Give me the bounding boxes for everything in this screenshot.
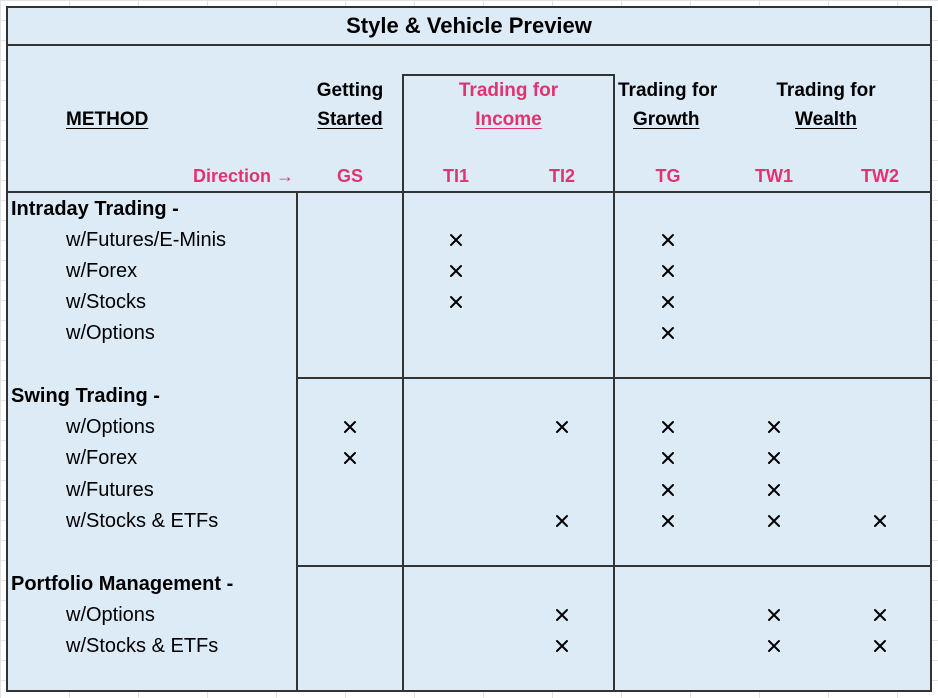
section-intraday-trading: Intraday Trading - bbox=[11, 198, 179, 220]
section-divider-2 bbox=[296, 565, 932, 567]
column-tw2: TW2 bbox=[861, 166, 899, 186]
x-mark-icon bbox=[446, 230, 466, 250]
row-label: w/Stocks & ETFs bbox=[66, 510, 219, 532]
income-group-left-border bbox=[402, 74, 404, 692]
row-label: w/Options bbox=[66, 416, 155, 438]
header-trading-growth: Trading for Growth bbox=[614, 76, 724, 134]
row-label: w/Futures bbox=[66, 479, 154, 501]
method-column-border bbox=[296, 191, 298, 692]
x-mark-icon bbox=[552, 511, 572, 531]
x-mark-icon bbox=[552, 417, 572, 437]
page-title: Style & Vehicle Preview bbox=[6, 6, 932, 46]
x-mark-icon bbox=[870, 605, 890, 625]
income-group-top-border bbox=[402, 74, 615, 76]
x-mark-icon bbox=[340, 417, 360, 437]
x-mark-icon bbox=[658, 230, 678, 250]
section-swing-trading: Swing Trading - bbox=[11, 385, 160, 407]
header-line-2: Growth bbox=[633, 109, 700, 130]
x-mark-icon bbox=[552, 636, 572, 656]
column-tg: TG bbox=[655, 166, 681, 186]
method-label: METHOD bbox=[66, 109, 149, 130]
row-label: w/Forex bbox=[66, 260, 138, 282]
column-tw1: TW1 bbox=[755, 166, 793, 186]
section-divider-1 bbox=[296, 377, 932, 379]
x-mark-icon bbox=[658, 448, 678, 468]
row-label: w/Stocks bbox=[66, 291, 147, 313]
header-trading-wealth: Trading for Wealth bbox=[720, 76, 932, 134]
x-mark-icon bbox=[764, 480, 784, 500]
x-mark-icon bbox=[340, 448, 360, 468]
header-line-1: Trading for bbox=[458, 80, 559, 101]
x-mark-icon bbox=[658, 480, 678, 500]
x-mark-icon bbox=[446, 261, 466, 281]
header-line-2: Started bbox=[317, 109, 383, 130]
x-mark-icon bbox=[552, 605, 572, 625]
row-label: w/Options bbox=[66, 604, 155, 626]
x-mark-icon bbox=[764, 448, 784, 468]
x-mark-icon bbox=[658, 292, 678, 312]
direction-label: Direction → bbox=[192, 166, 294, 186]
header-getting-started: Getting Started bbox=[297, 76, 403, 134]
column-gs: GS bbox=[336, 166, 363, 186]
income-group-right-border bbox=[613, 74, 615, 692]
x-mark-icon bbox=[764, 636, 784, 656]
x-mark-icon bbox=[870, 511, 890, 531]
column-ti1: TI1 bbox=[442, 166, 469, 186]
preview-table bbox=[6, 6, 932, 692]
x-mark-icon bbox=[658, 323, 678, 343]
section-portfolio-management: Portfolio Management - bbox=[11, 573, 234, 595]
header-trading-income: Trading for Income bbox=[403, 76, 614, 134]
column-ti2: TI2 bbox=[548, 166, 575, 186]
header-line-1: Trading for bbox=[776, 80, 876, 101]
method-header: METHOD bbox=[66, 105, 148, 134]
x-mark-icon bbox=[446, 292, 466, 312]
header-line-2: Wealth bbox=[795, 109, 857, 130]
x-mark-icon bbox=[658, 261, 678, 281]
row-label: w/Forex bbox=[66, 447, 138, 469]
row-label: w/Options bbox=[66, 322, 155, 344]
header-line-2: Income bbox=[475, 109, 542, 130]
x-mark-icon bbox=[658, 511, 678, 531]
header-bottom-border bbox=[6, 191, 932, 193]
header-line-1: Trading for bbox=[618, 80, 718, 101]
x-mark-icon bbox=[764, 417, 784, 437]
x-mark-icon bbox=[764, 511, 784, 531]
header-line-1: Getting bbox=[316, 80, 384, 101]
row-label: w/Stocks & ETFs bbox=[66, 635, 219, 657]
x-mark-icon bbox=[870, 636, 890, 656]
x-mark-icon bbox=[764, 605, 784, 625]
row-label: w/Futures/E-Minis bbox=[66, 229, 227, 251]
x-mark-icon bbox=[658, 417, 678, 437]
